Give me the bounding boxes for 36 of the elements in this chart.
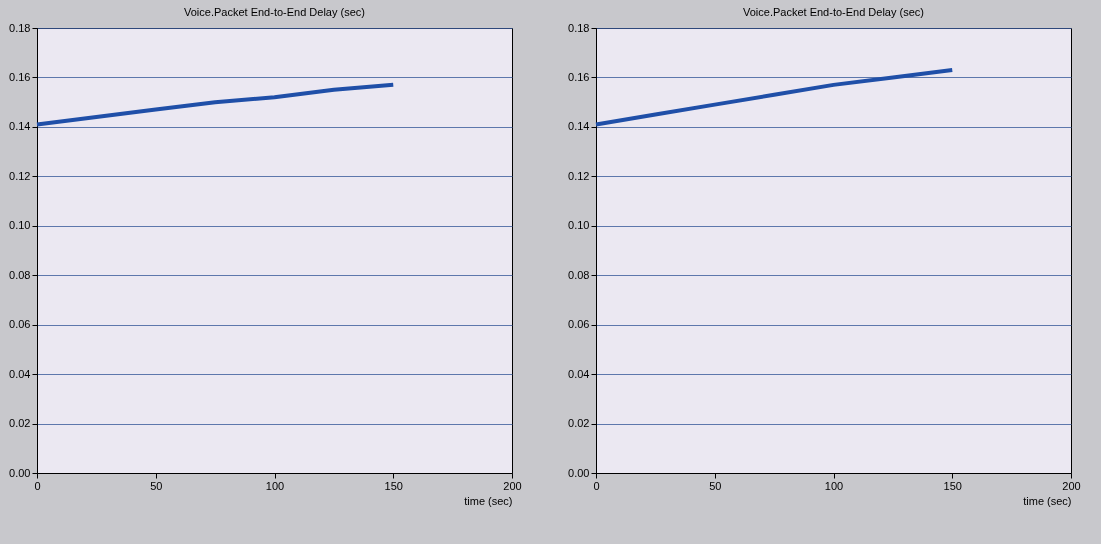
x-tick-label: 200 xyxy=(503,479,522,492)
line-series xyxy=(594,68,955,127)
x-tick-label: 200 xyxy=(1062,479,1081,492)
y-tick-label: 0.04 xyxy=(9,367,31,380)
x-tick-label: 100 xyxy=(265,479,285,492)
y-tick-label: 0.06 xyxy=(9,318,31,331)
y-tick-label: 0.08 xyxy=(9,268,31,281)
chart-title: Voice.Packet End-to-End Delay (sec) xyxy=(184,6,365,18)
y-tick-label: 0.16 xyxy=(568,70,590,83)
y-tick-label: 0.12 xyxy=(568,169,590,182)
y-tick-label: 0.04 xyxy=(568,367,590,380)
y-tick-label: 0.08 xyxy=(568,268,590,281)
y-tick-label: 0.10 xyxy=(9,219,31,232)
y-tick-label: 0.00 xyxy=(9,466,31,479)
line-series xyxy=(35,82,396,127)
y-tick-label: 0.18 xyxy=(568,21,590,34)
y-tick-label: 0.06 xyxy=(568,318,590,331)
x-tick-label: 100 xyxy=(824,479,844,492)
x-tick-label: 50 xyxy=(709,479,722,492)
x-axis-title: time (sec) xyxy=(1023,494,1072,507)
y-tick-label: 0.12 xyxy=(9,169,31,182)
x-tick-label: 50 xyxy=(150,479,163,492)
y-tick-label: 0.14 xyxy=(568,120,590,133)
x-tick-label: 0 xyxy=(593,479,600,492)
y-tick-label: 0.00 xyxy=(568,466,590,479)
y-tick-label: 0.10 xyxy=(568,219,590,232)
y-tick-label: 0.02 xyxy=(568,417,590,430)
x-tick-label: 150 xyxy=(384,479,403,492)
y-tick-label: 0.02 xyxy=(9,417,31,430)
x-tick-label: 150 xyxy=(943,479,962,492)
y-tick-label: 0.18 xyxy=(9,21,31,34)
y-tick-label: 0.16 xyxy=(9,70,31,83)
x-tick-label: 0 xyxy=(34,479,41,492)
chart-title: Voice.Packet End-to-End Delay (sec) xyxy=(743,6,924,18)
y-tick-label: 0.14 xyxy=(9,120,31,133)
x-axis-title: time (sec) xyxy=(464,494,513,507)
